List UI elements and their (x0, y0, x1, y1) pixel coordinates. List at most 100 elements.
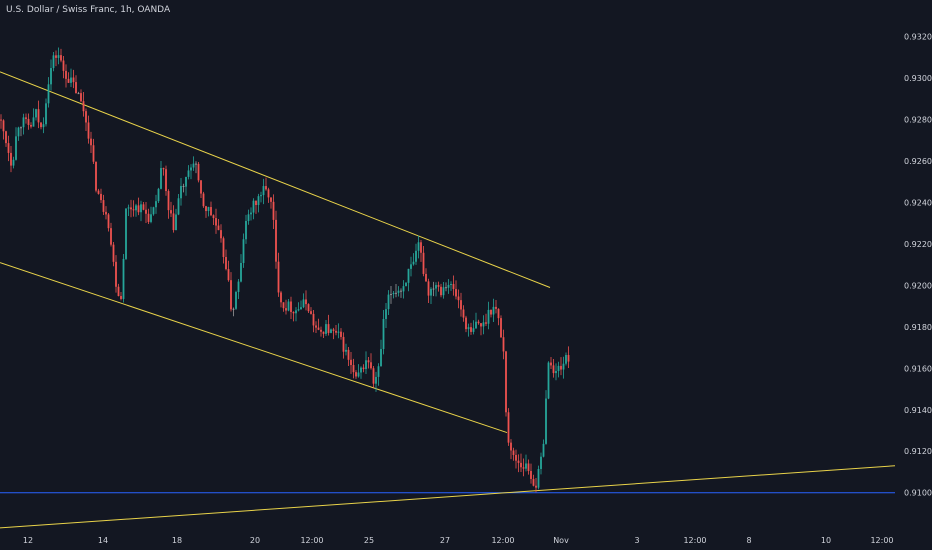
candle (547, 361, 550, 400)
candle (160, 161, 162, 190)
candle-body (182, 185, 185, 187)
candle-body (382, 318, 385, 350)
candle-body (345, 349, 347, 352)
candle (312, 310, 315, 333)
candle (342, 332, 345, 359)
trendline[interactable] (0, 465, 896, 529)
candle (252, 198, 255, 220)
candle-body (82, 101, 85, 112)
candle-body (330, 329, 332, 333)
candle (327, 314, 330, 336)
candle (12, 156, 15, 169)
candle (62, 55, 65, 79)
trendline[interactable] (0, 262, 508, 434)
candle-body (327, 324, 330, 333)
candle (235, 290, 237, 310)
candle (337, 323, 340, 339)
candle-body (72, 77, 75, 83)
x-tick-label: 3 (634, 536, 639, 545)
candle-body (57, 55, 60, 58)
candle (365, 351, 367, 374)
candle (202, 191, 205, 208)
candle (242, 233, 245, 268)
candle-body (312, 313, 315, 326)
candle-body (195, 163, 197, 165)
candle-body (527, 463, 530, 471)
candle (562, 356, 565, 379)
candle-body (207, 207, 210, 212)
candle (310, 307, 312, 315)
candle (60, 48, 62, 63)
candle-body (560, 365, 562, 370)
candle-body (17, 127, 20, 137)
candle-body (22, 117, 25, 128)
candle (497, 308, 500, 326)
trendline[interactable] (0, 71, 551, 288)
candle (167, 189, 170, 219)
candle (345, 343, 347, 356)
candle-body (370, 362, 372, 369)
candle (515, 449, 517, 469)
candle (150, 206, 152, 224)
candle-body (232, 308, 235, 310)
candle (315, 321, 317, 334)
candle-body (260, 195, 262, 197)
x-tick-label: 18 (172, 536, 182, 545)
candle-body (307, 304, 310, 312)
candle-body (325, 324, 327, 334)
candle-body (205, 206, 207, 212)
candle (440, 283, 442, 298)
drawing-layer (0, 71, 896, 529)
candle-body (430, 288, 432, 296)
candle (400, 288, 402, 298)
candle (502, 329, 505, 360)
time-axis[interactable]: 12 14 18 20 12:00 25 27 12:00 Nov 3 12:00 8 10 12:00 (23, 536, 894, 545)
candle (10, 146, 12, 173)
candle-body (255, 200, 257, 205)
x-tick-label: 27 (440, 536, 450, 545)
candle-body (52, 55, 55, 69)
candle-body (427, 281, 430, 296)
candle (377, 363, 380, 386)
candle (492, 298, 495, 322)
candle-body (355, 372, 357, 377)
candle-body (462, 309, 465, 318)
candle-body (120, 296, 122, 299)
candle (395, 284, 397, 298)
candle-body (352, 365, 355, 373)
candle-body (117, 286, 120, 297)
candle-body (277, 261, 280, 293)
candle (540, 452, 542, 475)
candle-body (390, 294, 392, 296)
candle (362, 364, 365, 373)
candle-body (237, 281, 240, 292)
candle-body (287, 301, 290, 311)
candle-body (127, 207, 130, 209)
candle-body (412, 261, 415, 265)
candle (322, 331, 325, 339)
candle-body (552, 365, 555, 374)
candle (330, 328, 332, 334)
candle (335, 324, 337, 336)
candle (537, 465, 540, 490)
candle-body (540, 456, 542, 469)
candle (27, 113, 30, 130)
candle (550, 357, 552, 369)
candle (197, 161, 200, 183)
candle-body (225, 256, 227, 270)
candle (530, 463, 532, 484)
x-tick-label: 20 (250, 536, 260, 545)
candle-body (235, 291, 237, 309)
candle (162, 167, 165, 176)
candle (107, 213, 110, 232)
candle-body (130, 207, 132, 210)
candle (175, 208, 177, 231)
candle-body (2, 120, 5, 132)
candle-body (12, 159, 15, 166)
candle-body (472, 328, 475, 332)
candle-body (77, 93, 80, 95)
